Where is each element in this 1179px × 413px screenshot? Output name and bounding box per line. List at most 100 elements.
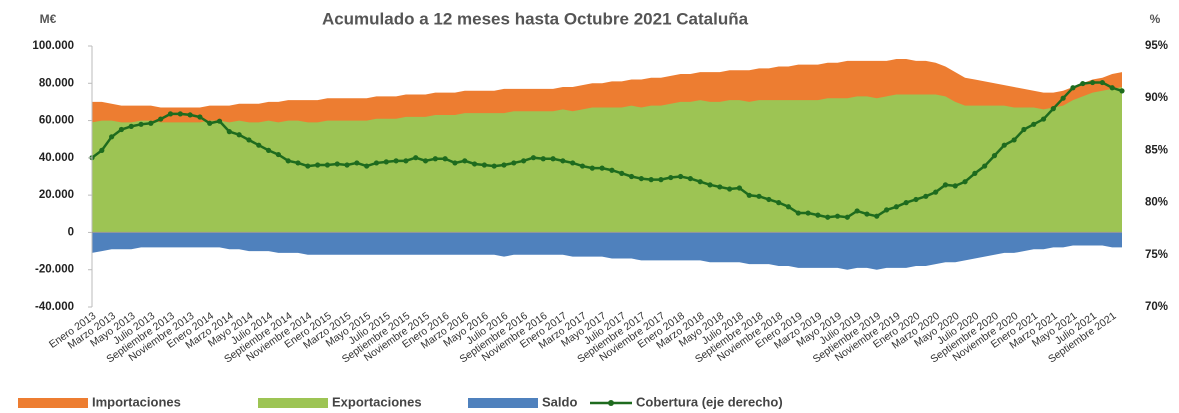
y2-tick-label: 70% <box>1145 301 1168 313</box>
point <box>521 158 527 164</box>
point <box>383 159 389 165</box>
y2-tick-label: 85% <box>1145 144 1168 156</box>
point <box>805 210 811 216</box>
point <box>697 179 703 185</box>
point <box>226 129 232 135</box>
point <box>609 167 615 173</box>
point <box>727 186 733 192</box>
point <box>972 170 978 176</box>
point <box>776 200 782 206</box>
point <box>511 160 517 166</box>
y-tick-label: 20.000 <box>39 189 74 201</box>
area <box>92 232 1122 270</box>
point <box>471 161 478 167</box>
y-axis-label: M€ <box>40 12 57 26</box>
legend-label: Saldo <box>542 394 577 409</box>
point <box>825 214 831 220</box>
point <box>717 184 723 190</box>
point <box>246 137 252 143</box>
point <box>138 121 144 127</box>
point <box>883 207 890 213</box>
point <box>913 196 919 203</box>
point <box>236 132 242 138</box>
y-tick-label: 40.000 <box>39 152 74 164</box>
point <box>344 162 350 168</box>
point <box>933 189 939 195</box>
y2-tick-label: 90% <box>1145 92 1168 104</box>
point <box>442 156 448 162</box>
point <box>207 120 213 126</box>
point <box>746 192 752 198</box>
point <box>393 158 399 164</box>
legend-label: Cobertura (eje derecho) <box>636 394 783 409</box>
point <box>324 162 331 168</box>
point <box>991 153 998 159</box>
point <box>570 160 576 166</box>
point <box>1109 85 1115 91</box>
point <box>1011 137 1017 143</box>
point <box>452 160 458 166</box>
y2-tick-label: 80% <box>1145 197 1168 209</box>
point <box>854 208 860 214</box>
y-tick-label: 60.000 <box>39 115 74 127</box>
point <box>285 158 291 164</box>
point <box>432 156 438 162</box>
point <box>844 214 850 220</box>
point <box>265 147 272 153</box>
point <box>815 212 821 218</box>
legend-swatch <box>258 398 328 408</box>
y-tick-label: 80.000 <box>39 77 74 89</box>
point <box>334 161 340 167</box>
point <box>1099 79 1105 86</box>
point <box>167 111 174 117</box>
point <box>275 151 281 158</box>
point <box>707 182 713 188</box>
point <box>315 162 321 168</box>
point <box>109 134 115 140</box>
point <box>589 165 595 171</box>
point <box>1119 88 1125 94</box>
point <box>756 193 762 199</box>
point <box>579 163 586 169</box>
point <box>599 165 605 171</box>
point <box>560 158 566 164</box>
point <box>481 162 487 168</box>
legend-label: Exportaciones <box>332 394 422 409</box>
point <box>1070 85 1076 91</box>
point <box>158 116 164 122</box>
point <box>677 173 684 180</box>
point <box>619 170 625 176</box>
point <box>491 163 497 169</box>
point <box>1031 121 1037 127</box>
point <box>1040 116 1047 122</box>
area <box>92 87 1122 233</box>
point <box>187 112 193 118</box>
y-tick-label: -40.000 <box>35 301 74 313</box>
point <box>118 126 125 133</box>
y2-axis-label: % <box>1150 12 1161 26</box>
point <box>422 158 429 164</box>
point <box>99 147 105 153</box>
point <box>413 155 419 161</box>
point <box>373 160 380 166</box>
point <box>462 158 468 164</box>
point <box>766 196 772 203</box>
point <box>668 174 674 181</box>
y-tick-label: 100.000 <box>32 40 74 52</box>
point <box>197 114 203 120</box>
point <box>1080 80 1086 87</box>
point <box>530 155 537 161</box>
point <box>903 200 909 206</box>
legend-label: Importaciones <box>92 394 181 409</box>
point <box>1089 79 1096 86</box>
point <box>864 211 870 217</box>
point <box>305 163 311 169</box>
y-tick-label: -20.000 <box>35 264 74 276</box>
point <box>501 162 507 168</box>
point <box>736 185 743 191</box>
line <box>91 81 1123 219</box>
point <box>354 160 360 166</box>
point <box>893 204 899 210</box>
point <box>177 111 183 117</box>
